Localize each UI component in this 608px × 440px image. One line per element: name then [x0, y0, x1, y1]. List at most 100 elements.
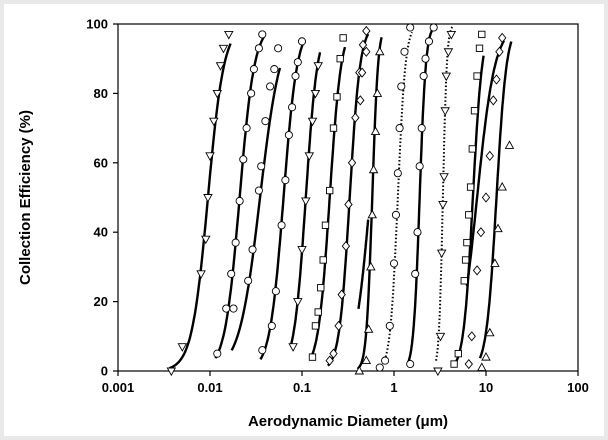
plot-area [117, 23, 579, 377]
data-point-diamond [495, 46, 504, 57]
data-point-circle [424, 37, 434, 46]
data-point-triangle [354, 365, 365, 375]
data-point-triangle-down [438, 200, 448, 210]
data-point-circle [288, 103, 297, 112]
data-point-triangle-down [436, 249, 447, 259]
data-point-triangle-down [203, 194, 213, 203]
data-point-circle [274, 44, 283, 53]
chart-frame: 0.001 0.01 0.1 1 10 100 0 20 40 60 80 100 Aerodyna… [4, 4, 604, 436]
data-point-circle [247, 89, 256, 98]
data-point-circle [389, 259, 399, 268]
data-point-triangle-down [293, 298, 303, 307]
y-tick-label: 0 [101, 364, 108, 379]
data-point-triangle-down [166, 367, 177, 377]
x-tick-label: 0.01 [197, 380, 222, 395]
data-point-circle [385, 321, 394, 330]
data-point-triangle [372, 88, 383, 97]
data-point-circle [381, 356, 390, 365]
data-point-square [450, 360, 458, 368]
data-point-triangle [368, 164, 379, 174]
data-point-square [336, 55, 344, 63]
data-point-square [478, 30, 486, 39]
data-point-triangle [367, 209, 378, 219]
data-point-diamond [341, 240, 351, 252]
data-point-triangle-down [201, 235, 211, 245]
x-tick-label: 10 [479, 380, 493, 395]
markers-layer [166, 23, 515, 377]
data-point-triangle-down [310, 89, 321, 99]
data-point-circle [421, 54, 430, 63]
data-point-triangle-down [288, 343, 298, 352]
fit-curve [478, 41, 513, 359]
plot-border [117, 23, 579, 372]
data-point-circle [249, 65, 258, 74]
data-point-triangle-down [446, 30, 457, 40]
data-point-circle [397, 82, 406, 91]
data-point-circle [248, 245, 257, 254]
x-tick-label: 100 [567, 380, 589, 395]
data-point-triangle-down [215, 62, 226, 71]
data-point-circle [395, 124, 404, 133]
data-point-diamond [481, 192, 491, 203]
data-point-triangle [490, 258, 500, 267]
data-point-circle [235, 196, 244, 206]
data-point-diamond [467, 331, 476, 342]
data-point-diamond [357, 67, 367, 78]
x-tick-label: 0.1 [293, 380, 311, 395]
data-point-circle [222, 304, 231, 313]
data-point-circle [297, 37, 307, 46]
data-point-triangle [477, 362, 487, 371]
data-point-diamond [485, 150, 494, 161]
data-point-square [317, 284, 325, 292]
data-point-diamond [464, 358, 473, 370]
data-point-circle [239, 155, 248, 164]
data-point-circle [393, 169, 402, 178]
data-point-triangle-down [177, 343, 188, 352]
data-point-circle [213, 349, 222, 358]
data-point-triangle-down [297, 246, 307, 255]
data-point-square [475, 44, 484, 52]
data-point-square [314, 308, 322, 316]
data-point-square [329, 124, 338, 132]
y-tick-label: 100 [86, 17, 108, 32]
data-point-circle [261, 117, 270, 126]
data-point-square [308, 353, 317, 361]
data-point-square [466, 183, 475, 191]
data-point-square [333, 93, 341, 101]
data-point-diamond [329, 348, 338, 359]
data-point-triangle-down [443, 48, 454, 57]
data-point-triangle-down [205, 152, 215, 161]
data-point-circle [391, 210, 400, 219]
data-point-triangle [504, 140, 515, 149]
data-point-triangle-down [440, 107, 450, 116]
data-point-diamond [492, 74, 501, 85]
data-point-diamond [344, 199, 353, 210]
data-point-triangle [361, 355, 372, 365]
data-point-diamond [498, 32, 507, 43]
fit-curve [465, 39, 506, 287]
data-point-triangle [363, 324, 374, 333]
data-point-square [339, 34, 347, 42]
data-point-circle [400, 47, 409, 56]
data-point-square [460, 277, 468, 285]
data-point-circle [258, 30, 267, 39]
data-point-circle [411, 269, 420, 278]
data-point-square [463, 238, 471, 247]
data-point-diamond [489, 95, 498, 106]
data-point-circle [419, 72, 428, 81]
data-point-triangle-down [439, 173, 449, 182]
y-axis: 0 20 40 60 80 100 [86, 17, 118, 379]
x-tick-label: 0.001 [102, 380, 135, 395]
data-point-circle [277, 221, 286, 230]
data-point-square [326, 186, 334, 195]
data-point-triangle-down [435, 332, 446, 342]
data-point-square [461, 256, 470, 264]
data-point-triangle-down [301, 197, 311, 207]
y-tick-label: 40 [94, 225, 108, 240]
fit-curve [356, 36, 383, 370]
data-point-diamond [476, 227, 486, 238]
data-point-triangle-down [441, 72, 452, 82]
data-point-diamond [351, 112, 360, 123]
data-point-circle [267, 321, 276, 330]
fit-curve [407, 25, 437, 363]
